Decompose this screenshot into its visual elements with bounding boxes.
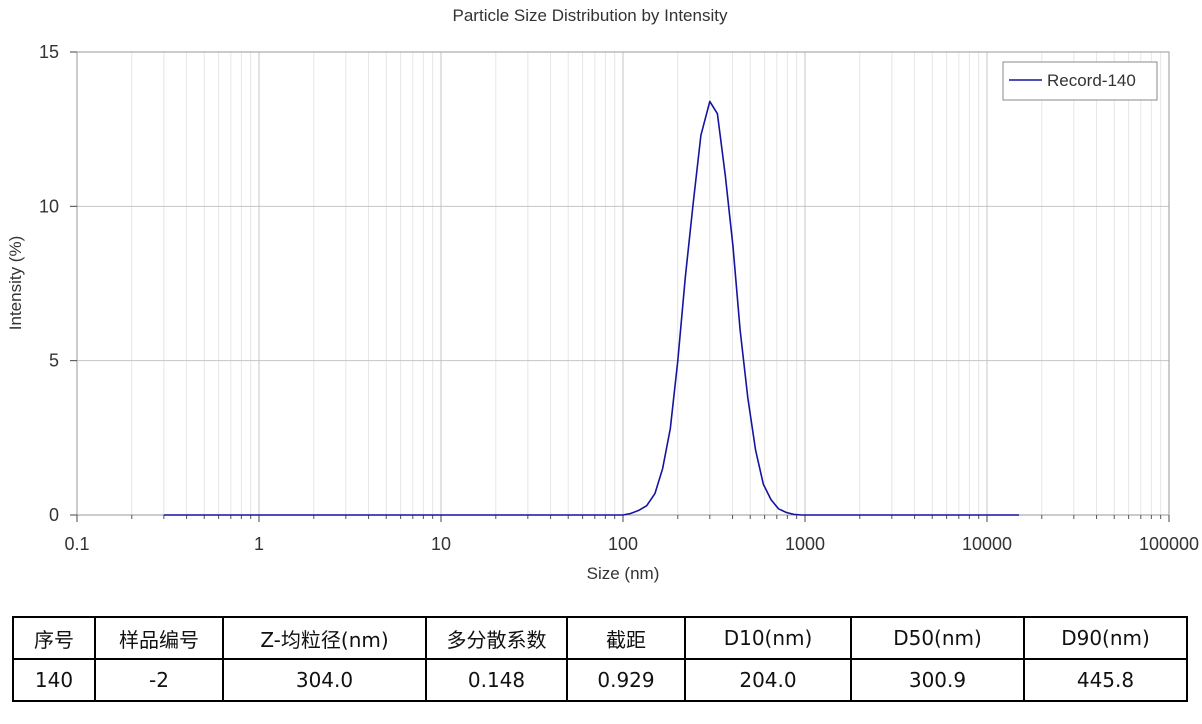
header-index: 序号 (12, 616, 96, 660)
y-tick-label: 15 (39, 42, 59, 62)
cell-d10: 204.0 (684, 658, 852, 702)
table-row: 140 -2 304.0 0.148 0.929 204.0 300.9 445… (12, 658, 1188, 702)
legend-label-record-140: Record-140 (1047, 71, 1136, 90)
legend: Record-140 (1002, 61, 1158, 101)
header-intercept: 截距 (566, 616, 686, 660)
measurement-summary-table: 序号 样品编号 Z-均粒径(nm) 多分散系数 截距 D10(nm) D50(n… (12, 616, 1188, 702)
cell-pdi: 0.148 (425, 658, 568, 702)
x-tick-label: 10000 (962, 534, 1012, 554)
x-tick-label: 10 (431, 534, 451, 554)
y-tick-label: 0 (49, 505, 59, 525)
x-tick-label: 1000 (785, 534, 825, 554)
y-axis-ticks: 0 5 10 15 (39, 42, 77, 525)
major-gridlines (76, 51, 1170, 516)
header-pdi: 多分散系数 (425, 616, 568, 660)
y-axis-title: Intensity (%) (6, 236, 25, 330)
legend-box (1002, 61, 1158, 101)
y-tick-label: 10 (39, 196, 59, 216)
header-sample-id: 样品编号 (94, 616, 224, 660)
x-axis-ticks: 0.1 1 10 100 1000 10000 100000 (64, 515, 1199, 554)
cell-d90: 445.8 (1023, 658, 1188, 702)
header-d90: D90(nm) (1023, 616, 1188, 660)
cell-index: 140 (12, 658, 96, 702)
cell-sample-id: -2 (94, 658, 224, 702)
table-header-row: 序号 样品编号 Z-均粒径(nm) 多分散系数 截距 D10(nm) D50(n… (12, 616, 1188, 660)
header-z-average: Z-均粒径(nm) (222, 616, 427, 660)
minor-gridlines (131, 52, 1162, 515)
x-tick-label: 1 (254, 534, 264, 554)
x-tick-label: 100000 (1139, 534, 1199, 554)
series-line-record-140 (163, 100, 1019, 516)
header-d50: D50(nm) (850, 616, 1025, 660)
x-axis-title: Size (nm) (587, 564, 660, 583)
cell-z-average: 304.0 (222, 658, 427, 702)
y-tick-label: 5 (49, 351, 59, 371)
cell-d50: 300.9 (850, 658, 1025, 702)
x-tick-label: 0.1 (64, 534, 89, 554)
header-d10: D10(nm) (684, 616, 852, 660)
chart-title: Particle Size Distribution by Intensity (453, 6, 728, 25)
cell-intercept: 0.929 (566, 658, 686, 702)
intensity-distribution-chart: Particle Size Distribution by Intensity … (6, 6, 1199, 583)
x-tick-label: 100 (608, 534, 638, 554)
series-layer (163, 100, 1019, 516)
